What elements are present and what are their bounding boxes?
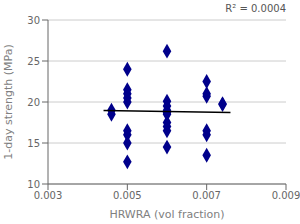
svg-text:20: 20 (27, 97, 40, 108)
html-text:R² = 0.0004: R² = 0.0004 (225, 3, 286, 14)
svg-text:30: 30 (27, 15, 40, 26)
svg-text:HRWRA (vol fraction): HRWRA (vol fraction) (109, 208, 224, 221)
svg-text:0.009: 0.009 (272, 190, 300, 201)
svg-text:25: 25 (27, 56, 40, 67)
svg-text:0.005: 0.005 (113, 190, 142, 201)
svg-text:15: 15 (27, 138, 40, 149)
svg-text:10: 10 (27, 179, 40, 190)
svg-text:1-day strength (MPa): 1-day strength (MPa) (2, 44, 15, 159)
svg-text:0.003: 0.003 (34, 190, 63, 201)
svg-text:0.007: 0.007 (192, 190, 221, 201)
